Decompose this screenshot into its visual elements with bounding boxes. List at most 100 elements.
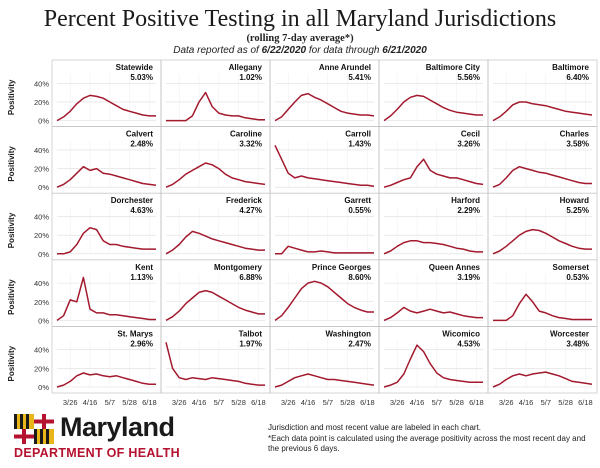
x-tick-label: 5/28 (449, 398, 464, 407)
panel-anne-arundel-name: Anne Arundel (319, 63, 371, 72)
panel-howard-name: Howard (560, 196, 589, 205)
panel-kent-name: Kent (135, 263, 153, 272)
y-tick-label: 0% (38, 183, 49, 192)
panel-harford-name: Harford (451, 196, 480, 205)
footnotes: Jurisdiction and most recent value are l… (268, 423, 593, 455)
x-tick-label: 6/18 (360, 398, 375, 407)
y-tick-label: 40% (34, 346, 49, 355)
x-tick-label: 6/18 (469, 398, 484, 407)
panel-dorchester-latest-value: 4.63% (130, 206, 153, 215)
data-date-line: Data reported as of 6/22/2020 for data t… (0, 45, 600, 56)
panel-frederick-line (165, 230, 265, 255)
x-tick-label: 5/28 (231, 398, 246, 407)
panel-talbot-line (165, 342, 265, 386)
footnote-2: *Each data point is calculated using the… (268, 434, 586, 453)
y-tick-label: 40% (34, 79, 49, 88)
y-axis-label: Positivity (7, 345, 16, 381)
panel-dorchester-line (57, 226, 156, 255)
footnote-1: Jurisdiction and most recent value are l… (268, 423, 482, 432)
y-axis-label: Positivity (7, 146, 16, 182)
panel-somerset-name: Somerset (553, 263, 590, 272)
panel-worcester-latest-value: 3.48% (566, 339, 589, 348)
y-tick-label: 20% (34, 231, 49, 240)
y-tick-label: 20% (34, 364, 49, 373)
panel-baltimore-latest-value: 6.40% (566, 73, 589, 82)
panel-kent-latest-value: 1.13% (130, 273, 153, 282)
panel-wicomico-line (383, 344, 483, 388)
x-tick-label: 5/7 (541, 398, 551, 407)
x-tick-label: 6/18 (251, 398, 266, 407)
panel-worcester-name: Worcester (550, 329, 589, 338)
panel-talbot-name: Talbot (239, 329, 263, 338)
panel-st-marys-line (56, 372, 156, 388)
panel-prince-georges-line (274, 280, 374, 322)
y-tick-label: 20% (34, 298, 49, 307)
y-tick-label: 0% (38, 250, 49, 259)
x-tick-label: 5/7 (432, 398, 442, 407)
through-date: 6/21/2020 (382, 45, 427, 56)
x-tick-label: 4/16 (519, 398, 534, 407)
panel-washington-line (274, 373, 375, 388)
data-prefix: Data reported as of (173, 45, 262, 56)
panel-caroline-line (165, 162, 266, 188)
x-tick-label: 4/16 (410, 398, 425, 407)
logo-name: Maryland (60, 412, 175, 442)
chart-title: Percent Positive Testing in all Maryland… (43, 6, 557, 32)
panel-somerset-line (493, 293, 592, 322)
panel-carroll-latest-value: 1.43% (348, 140, 371, 149)
panel-allegany-name: Allegany (229, 63, 263, 72)
x-tick-label: 4/16 (301, 398, 316, 407)
maryland-flag-icon (14, 414, 54, 444)
panel-anne-arundel-latest-value: 5.41% (348, 73, 371, 82)
panel-statewide-name: Statewide (116, 63, 154, 72)
logo-department: DEPARTMENT OF HEALTH (14, 446, 180, 460)
panel-statewide-latest-value: 5.03% (130, 73, 153, 82)
x-tick-label: 3/26 (281, 398, 296, 407)
maryland-health-logo: Maryland DEPARTMENT OF HEALTH (12, 412, 180, 464)
panel-worcester-line (492, 371, 593, 388)
panel-wicomico-name: Wicomico (442, 329, 480, 338)
x-tick-label: 5/28 (558, 398, 573, 407)
panel-talbot-latest-value: 1.97% (239, 339, 262, 348)
panel-worcester-frame (487, 326, 598, 394)
y-axis-label: Positivity (7, 79, 16, 115)
reported-date: 6/22/2020 (261, 45, 307, 56)
panel-prince-georges-name: Prince Georges (312, 263, 372, 272)
panel-carroll-line (274, 144, 375, 188)
panel-howard-line (492, 228, 592, 255)
x-tick-label: 6/18 (578, 398, 593, 407)
panel-kent-line (56, 276, 156, 322)
panel-charles-latest-value: 3.58% (566, 140, 589, 149)
chart-subtitle: (rolling 7-day average*) (246, 33, 354, 44)
panel-garrett-latest-value: 0.55% (348, 206, 371, 215)
data-middle: for data through (306, 45, 383, 56)
y-axis-label: Positivity (7, 212, 16, 248)
panel-caroline-name: Caroline (230, 130, 263, 139)
panel-calvert-name: Calvert (126, 130, 153, 139)
panel-queen-annes-line (383, 306, 483, 322)
panel-frederick-latest-value: 4.27% (239, 206, 262, 215)
panel-howard-latest-value: 5.25% (566, 206, 589, 215)
panel-montgomery-line (165, 289, 265, 322)
panel-wicomico-latest-value: 4.53% (457, 339, 480, 348)
panel-baltimore-name: Baltimore (552, 63, 589, 72)
panel-harford-line (383, 240, 483, 255)
panel-calvert-latest-value: 2.48% (130, 140, 153, 149)
panel-calvert-line (56, 165, 157, 188)
y-tick-label: 0% (38, 383, 49, 392)
panel-garrett-line (275, 245, 374, 255)
x-tick-label: 5/28 (340, 398, 355, 407)
y-tick-label: 40% (34, 279, 49, 288)
x-tick-label: 3/26 (390, 398, 405, 407)
y-tick-label: 0% (38, 316, 49, 325)
panel-baltimore-line (492, 101, 593, 122)
panel-carroll-name: Carroll (345, 130, 371, 139)
x-tick-label: 6/18 (142, 398, 157, 407)
panel-somerset-latest-value: 0.53% (566, 273, 589, 282)
panel-baltimore-city-line (383, 94, 483, 122)
x-tick-label: 5/7 (105, 398, 115, 407)
panel-cecil-line (383, 158, 484, 188)
panel-queen-annes-latest-value: 3.19% (457, 273, 480, 282)
x-tick-label: 3/26 (63, 398, 78, 407)
panel-montgomery-name: Montgomery (214, 263, 263, 272)
